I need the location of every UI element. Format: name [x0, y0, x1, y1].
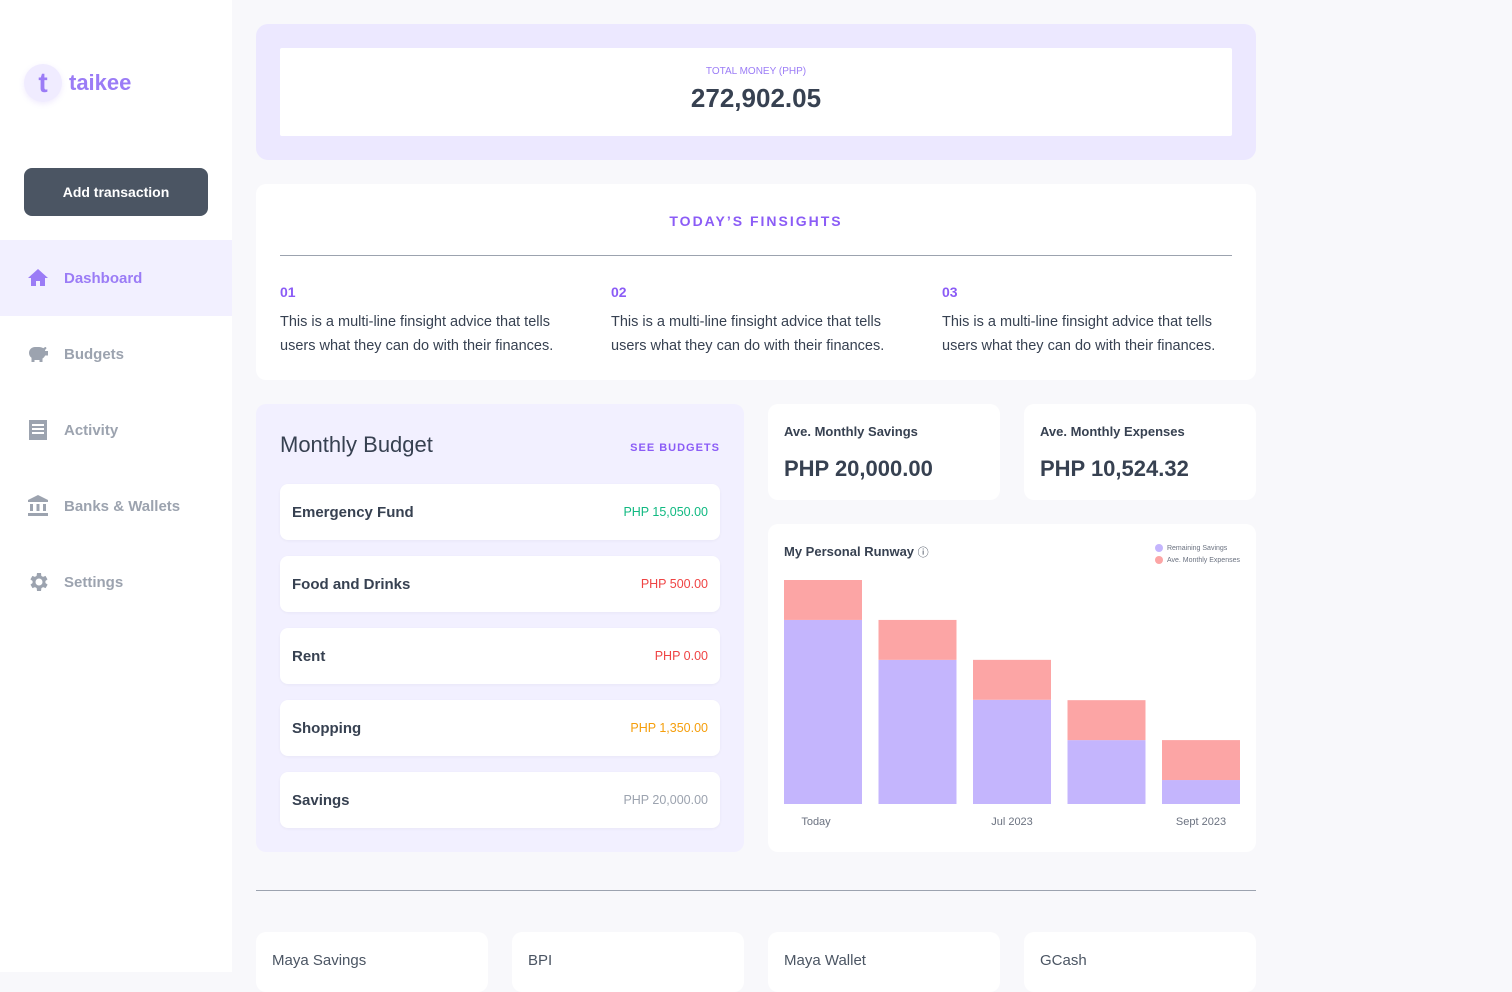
receipt-icon	[29, 420, 47, 440]
budget-amount: PHP 0.00	[654, 649, 708, 663]
account-card[interactable]: Maya Savings	[256, 932, 488, 992]
sidebar-item-label: Activity	[64, 421, 119, 439]
bar-remaining-savings	[784, 619, 862, 804]
finsight-item: 03 This is a multi-line finsight advice t…	[942, 284, 1242, 358]
budget-row[interactable]: Shopping PHP 1,350.00	[280, 700, 720, 756]
logo-mark: t	[24, 64, 62, 102]
info-icon[interactable]: ⓘ	[917, 547, 929, 559]
chart-title: My Personal Runway ⓘ	[784, 544, 929, 560]
finsights-title: TODAY’S FINSIGHTS	[669, 213, 843, 229]
account-card[interactable]: GCash	[1024, 932, 1256, 992]
sidebar-item-label: Settings	[64, 573, 124, 591]
finsight-item: 02 This is a multi-line finsight advice t…	[611, 284, 911, 358]
sidebar-item-label: Budgets	[64, 345, 124, 363]
sidebar-item-budgets[interactable]: Budgets	[0, 316, 232, 392]
sidebar-item-dashboard[interactable]: Dashboard	[0, 240, 232, 316]
personal-runway-chart: My Personal Runway ⓘ Remaining Savings A…	[768, 524, 1256, 852]
bar-monthly-expenses	[1067, 700, 1146, 741]
chart-legend: Remaining Savings Ave. Monthly Expenses	[1154, 542, 1240, 566]
finsight-number: 03	[942, 284, 958, 300]
legend-label: Remaining Savings	[1166, 544, 1228, 552]
account-card[interactable]: Maya Wallet	[768, 932, 1000, 992]
budget-name: Savings	[292, 791, 350, 809]
sidebar-item-settings[interactable]: Settings	[0, 544, 232, 620]
sidebar-item-activity[interactable]: Activity	[0, 392, 232, 468]
budget-name: Food and Drinks	[292, 575, 411, 593]
total-money-value: 272,902.05	[690, 83, 822, 113]
piggy-bank-icon	[29, 347, 48, 362]
finsight-number: 01	[280, 284, 296, 300]
legend-swatch	[1154, 544, 1163, 552]
stat-value: PHP 20,000.00	[784, 456, 933, 481]
add-transaction-button[interactable]: Add transaction	[24, 168, 208, 216]
stat-label: Ave. Monthly Savings	[784, 424, 918, 439]
bar-monthly-expenses	[878, 619, 957, 660]
sidebar-nav: Dashboard Budgets Activity Banks & Walle…	[0, 240, 232, 620]
stat-label: Ave. Monthly Expenses	[1040, 424, 1185, 439]
budget-name: Rent	[292, 647, 326, 665]
budget-amount: PHP 1,350.00	[630, 721, 708, 735]
total-money-card: TOTAL MONEY (PHP) 272,902.05	[280, 48, 1232, 136]
finsight-text: This is a multi-line finsight advice tha…	[611, 314, 885, 354]
total-money-label: TOTAL MONEY (PHP)	[705, 66, 807, 77]
ave-monthly-savings-card: Ave. Monthly Savings PHP 20,000.00	[768, 404, 1000, 500]
logo-text: taikee	[69, 70, 132, 95]
bar-remaining-savings	[1162, 780, 1240, 804]
logo[interactable]: t taikee	[24, 64, 131, 102]
legend-item: Remaining Savings	[1154, 542, 1240, 554]
finsight-number: 02	[611, 284, 627, 300]
stat-value: PHP 10,524.32	[1040, 456, 1189, 481]
monthly-budget-title: Monthly Budget	[280, 432, 433, 457]
sidebar-item-label: Banks & Wallets	[64, 497, 181, 515]
bar-remaining-savings	[878, 659, 957, 804]
ave-monthly-expenses-card: Ave. Monthly Expenses PHP 10,524.32	[1024, 404, 1256, 500]
divider	[280, 255, 1232, 256]
legend-swatch	[1154, 556, 1163, 564]
budget-name: Shopping	[292, 719, 362, 737]
bar-remaining-savings	[1067, 740, 1146, 804]
finsight-text: This is a multi-line finsight advice tha…	[280, 314, 554, 354]
account-card[interactable]: BPI	[512, 932, 744, 992]
budget-row[interactable]: Food and Drinks PHP 500.00	[280, 556, 720, 612]
sidebar-item-label: Dashboard	[64, 269, 143, 287]
finsight-item: 01 This is a multi-line finsight advice t…	[280, 284, 580, 358]
bar-monthly-expenses	[973, 659, 1051, 700]
sidebar-item-banks-wallets[interactable]: Banks & Wallets	[0, 468, 232, 544]
chart-title-text: My Personal Runway	[784, 544, 915, 559]
bar-remaining-savings	[973, 699, 1051, 804]
budget-row[interactable]: Savings PHP 20,000.00	[280, 772, 720, 828]
section-divider	[256, 890, 1256, 891]
x-tick-label: Jul 2023	[991, 816, 1033, 828]
budget-row[interactable]: Rent PHP 0.00	[280, 628, 720, 684]
bar-monthly-expenses	[784, 580, 862, 620]
finsight-text: This is a multi-line finsight advice tha…	[942, 314, 1216, 354]
finsights-card: TODAY’S FINSIGHTS 01 This is a multi-line…	[256, 184, 1256, 380]
budget-row[interactable]: Emergency Fund PHP 15,050.00	[280, 484, 720, 540]
monthly-budget-card: Monthly Budget SEE BUDGETS Emergency Fun…	[256, 404, 744, 852]
bar-monthly-expenses	[1162, 740, 1240, 781]
chart-plot	[784, 580, 1240, 804]
x-tick-label: Today	[801, 816, 831, 828]
bank-icon	[28, 495, 48, 516]
budget-name: Emergency Fund	[292, 503, 414, 521]
sidebar: t taikee Add transaction Dashboard Budge…	[0, 0, 232, 972]
legend-item: Ave. Monthly Expenses	[1154, 554, 1240, 566]
legend-label: Ave. Monthly Expenses	[1166, 556, 1240, 564]
home-icon	[28, 269, 48, 286]
budget-amount: PHP 20,000.00	[623, 793, 708, 807]
gear-icon	[30, 573, 48, 591]
budget-amount: PHP 15,050.00	[623, 505, 708, 519]
x-tick-label: Sept 2023	[1175, 816, 1227, 828]
see-budgets-link[interactable]: SEE BUDGETS	[630, 442, 720, 454]
budget-amount: PHP 500.00	[640, 577, 708, 591]
